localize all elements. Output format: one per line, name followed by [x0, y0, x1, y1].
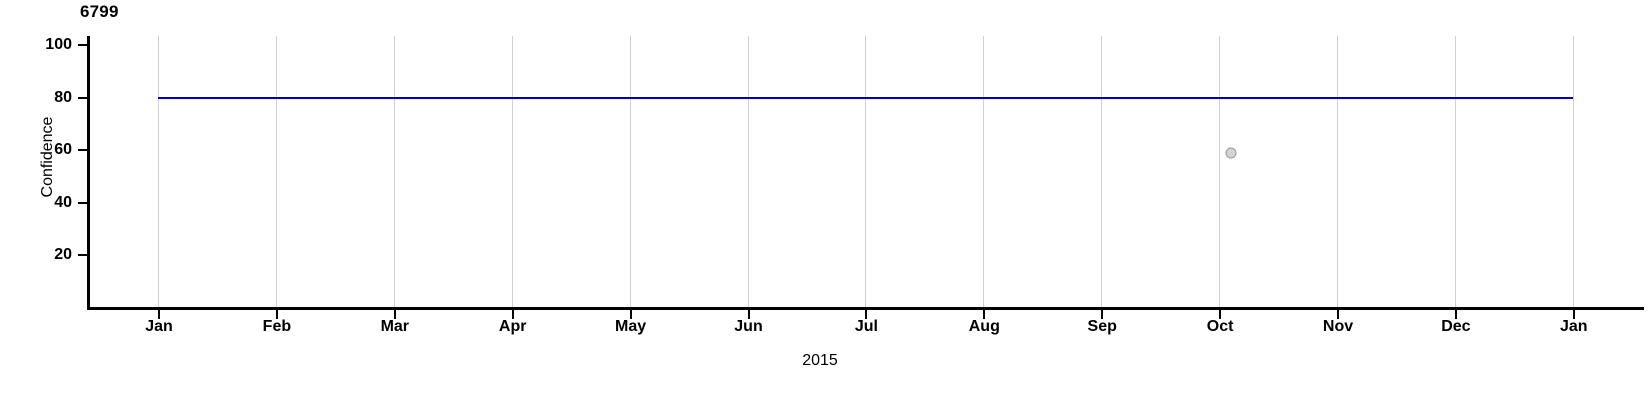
x-tick-label-jul-6: Jul	[854, 318, 878, 335]
x-tick-mark-jun-5	[747, 309, 750, 319]
y-tick-mark-100	[78, 44, 88, 46]
x-tick-mark-may-4	[629, 309, 632, 319]
x-tick-mark-jan-0	[158, 309, 160, 319]
gridline-jun-5	[747, 36, 749, 307]
x-tick-mark-oct-9	[1219, 309, 1222, 319]
x-tick-label-dec-11: Dec	[1441, 318, 1471, 335]
y-tick-mark-60	[78, 149, 88, 151]
x-tick-mark-feb-1	[275, 309, 278, 319]
gridline-may-4	[629, 36, 631, 307]
gridline-feb-1	[275, 36, 277, 307]
x-tick-label-mar-2: Mar	[380, 318, 410, 335]
x-tick-mark-sep-8	[1101, 309, 1104, 319]
x-tick-label-sep-8: Sep	[1087, 318, 1117, 335]
gridline-jul-6	[865, 36, 867, 307]
y-tick-mark-20	[78, 254, 88, 256]
gridline-mar-2	[393, 36, 395, 307]
x-tick-label-feb-1: Feb	[262, 318, 292, 335]
gridline-aug-7	[983, 36, 985, 307]
x-tick-mark-jan-12	[1572, 309, 1575, 319]
x-tick-mark-nov-10	[1337, 309, 1339, 319]
gridline-jan-0	[158, 36, 159, 307]
y-axis-line	[87, 36, 90, 310]
x-axis-title-wrapper: 2015	[0, 352, 1650, 370]
x-tick-label-oct-9: Oct	[1206, 318, 1234, 335]
x-tick-label-jan-0: Jan	[145, 318, 173, 335]
x-axis-line	[87, 307, 1644, 310]
x-tick-mark-jul-6	[865, 309, 868, 319]
y-tick-label-80: 80	[54, 88, 72, 106]
gridline-dec-11	[1454, 36, 1456, 307]
x-tick-mark-apr-3	[511, 309, 514, 319]
gridline-nov-10	[1337, 36, 1338, 307]
y-tick-mark-40	[78, 201, 88, 204]
y-tick-label-100: 100	[45, 36, 72, 53]
x-tick-label-nov-10: Nov	[1322, 318, 1354, 335]
y-tick-label-40: 40	[54, 193, 72, 211]
gridline-sep-8	[1101, 36, 1103, 307]
y-tick-mark-80	[78, 96, 88, 99]
x-tick-label-aug-7: Aug	[968, 318, 1000, 335]
x-tick-label-jan-12: Jan	[1560, 318, 1588, 335]
chart-title: 6799	[80, 2, 119, 21]
x-tick-label-may-4: May	[615, 318, 647, 335]
gridline-oct-9	[1219, 36, 1221, 307]
x-tick-label-jun-5: Jun	[734, 318, 763, 335]
x-tick-mark-mar-2	[393, 309, 396, 319]
y-tick-label-20: 20	[54, 246, 72, 263]
y-tick-label-60: 60	[54, 141, 72, 158]
x-tick-label-apr-3: Apr	[498, 318, 527, 335]
x-tick-mark-aug-7	[983, 309, 986, 319]
gridline-jan-12	[1572, 36, 1574, 307]
gridline-apr-3	[511, 36, 513, 307]
data-point-observation-0[interactable]	[1225, 147, 1237, 159]
x-axis-title: 2015	[802, 352, 838, 369]
x-tick-mark-dec-11	[1454, 309, 1457, 319]
series-line-confidence-threshold	[158, 96, 1573, 99]
